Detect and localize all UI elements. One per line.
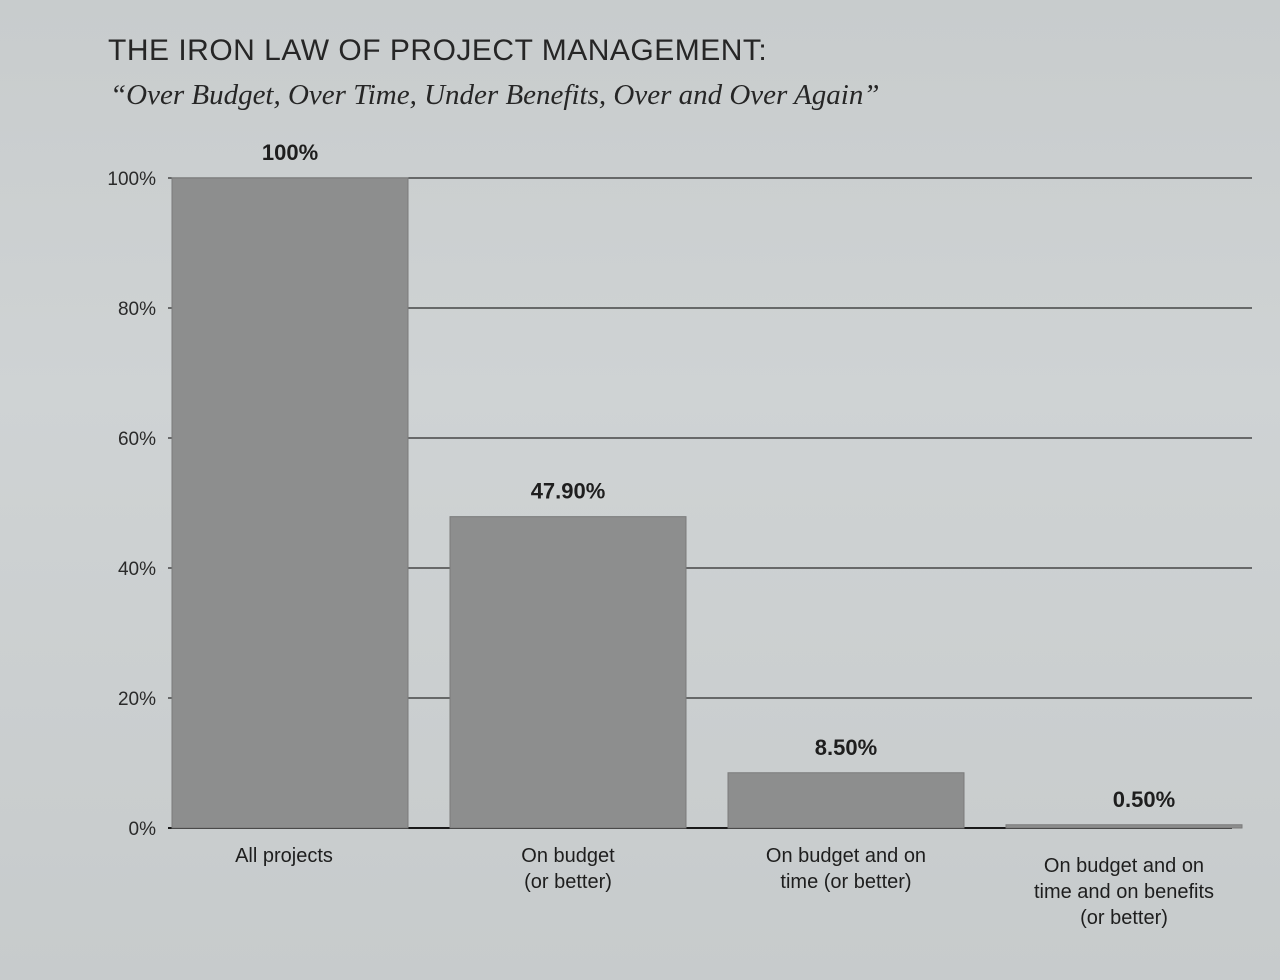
bars bbox=[171, 177, 1243, 829]
bar-1 bbox=[171, 177, 409, 829]
category-label-line: On budget and on bbox=[766, 845, 926, 867]
category-label-line: On budget and on bbox=[1044, 855, 1204, 877]
category-label-line: (or better) bbox=[524, 871, 612, 893]
chart-title: THE IRON LAW OF PROJECT MANAGEMENT: bbox=[108, 34, 767, 67]
bar-4 bbox=[1005, 824, 1243, 829]
category-label-line: On budget bbox=[521, 845, 615, 867]
category-label-line: (or better) bbox=[1080, 907, 1168, 929]
value-labels: 100% 47.90% 8.50% 0.50% bbox=[262, 140, 1175, 812]
category-label-2: On budget (or better) bbox=[521, 845, 615, 893]
y-axis-ticks: 0% 20% 40% 60% 80% 100% bbox=[107, 169, 156, 840]
y-tick-label-100: 100% bbox=[107, 169, 156, 190]
y-tick-label-80: 80% bbox=[118, 299, 156, 320]
category-label-4: On budget and on time and on benefits (or … bbox=[1034, 855, 1214, 929]
category-label-line: time and on benefits bbox=[1034, 881, 1214, 903]
category-label-1: All projects bbox=[235, 845, 333, 867]
bar-3 bbox=[727, 772, 965, 829]
value-label-4: 0.50% bbox=[1113, 787, 1175, 812]
category-labels: All projects On budget (or better)On budge… bbox=[235, 845, 1214, 929]
category-label-3: On budget and on time (or better) bbox=[766, 845, 926, 893]
value-label-1: 100% bbox=[262, 140, 318, 165]
chart-subtitle: “Over Budget, Over Time, Under Benefits,… bbox=[110, 79, 879, 111]
value-label-3: 8.50% bbox=[815, 735, 877, 760]
category-label-line: time (or better) bbox=[780, 871, 911, 893]
y-tick-label-40: 40% bbox=[118, 559, 156, 580]
category-label-line: All projects bbox=[235, 845, 333, 867]
y-tick-label-60: 60% bbox=[118, 429, 156, 450]
value-label-2: 47.90% bbox=[531, 479, 606, 504]
y-tick-label-20: 20% bbox=[118, 689, 156, 710]
y-tick-label-0: 0% bbox=[129, 819, 157, 840]
bar-2 bbox=[449, 516, 687, 829]
